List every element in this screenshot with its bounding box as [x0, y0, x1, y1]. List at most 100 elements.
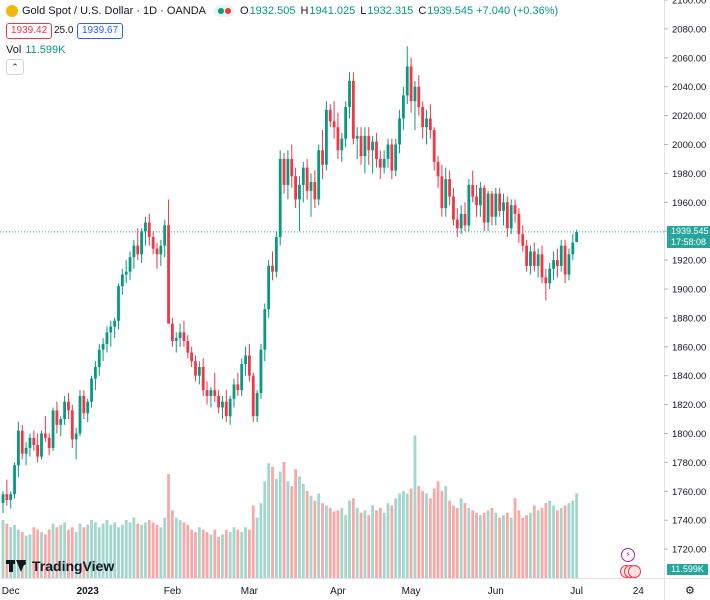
spread-value: 25.0: [54, 25, 74, 36]
candle-body: [394, 144, 398, 171]
candle-body: [232, 384, 236, 399]
candle-body: [144, 222, 147, 232]
candle: [120, 268, 124, 295]
candle: [255, 390, 259, 422]
candle: [144, 216, 147, 246]
candle-body: [509, 205, 513, 229]
candle: [375, 132, 378, 168]
candle-body: [552, 260, 555, 269]
volume-bar: [244, 527, 247, 578]
high-value: 1941.025: [309, 5, 356, 17]
volume-bar: [274, 478, 278, 578]
logo-icon: [6, 5, 18, 17]
volume-bar: [575, 493, 579, 578]
candle-body: [94, 367, 97, 379]
candle-body: [120, 274, 124, 287]
tradingview-brand[interactable]: TradingView: [6, 558, 114, 574]
candle-body: [548, 268, 552, 284]
y-tick-label: 1880.00: [672, 313, 706, 324]
candle: [513, 199, 517, 223]
volume-bar: [540, 507, 544, 578]
flags-icon[interactable]: [620, 565, 641, 578]
candle: [444, 167, 448, 217]
bid-price-button[interactable]: 1939.42: [6, 23, 53, 39]
candle-body: [209, 390, 213, 396]
candle: [363, 127, 367, 174]
volume-bar: [409, 488, 413, 578]
volume-bar: [159, 527, 163, 578]
y-tick-label: 1820.00: [672, 400, 706, 411]
candle-body: [375, 141, 378, 159]
candle-body: [159, 245, 163, 255]
candle: [471, 170, 475, 203]
candle: [325, 101, 328, 171]
gear-icon[interactable]: ⚙: [685, 585, 695, 597]
volume-bar: [124, 520, 128, 578]
volume-bar: [367, 515, 371, 578]
candle: [378, 150, 382, 180]
lightning-icon[interactable]: ⚡: [621, 548, 635, 562]
volume-bar: [51, 523, 55, 578]
volume-bar: [363, 510, 367, 578]
candle-body: [97, 349, 101, 368]
candle: [336, 112, 340, 159]
volume-bar: [317, 493, 321, 578]
ask-price-button[interactable]: 1939.67: [77, 23, 124, 39]
candle: [517, 208, 521, 243]
volume-bar: [128, 522, 132, 578]
candle: [5, 479, 9, 506]
volume-bar: [40, 532, 43, 578]
y-tick-label: 1960.00: [672, 198, 706, 209]
candle: [55, 401, 59, 434]
candle: [159, 239, 163, 266]
candle: [132, 239, 136, 269]
volume-bar: [20, 532, 24, 578]
volume-bar: [147, 520, 151, 578]
candle: [171, 317, 174, 347]
candle: [467, 179, 471, 232]
candle-body: [171, 323, 174, 342]
volume-bar: [259, 503, 263, 578]
volume-bar: [494, 512, 498, 578]
candle-body: [425, 118, 428, 128]
volume-bar: [140, 524, 143, 578]
candle: [340, 132, 344, 162]
candle-body: [63, 401, 66, 420]
candle-body: [178, 332, 182, 339]
volume-bar: [67, 529, 70, 578]
volume-bar: [47, 529, 51, 578]
candle-body: [475, 196, 478, 206]
candle-body: [140, 231, 143, 255]
candle-body: [313, 182, 317, 200]
volume-bar: [294, 469, 297, 578]
candle: [425, 109, 428, 145]
volume-bar: [529, 512, 532, 578]
candle: [413, 80, 417, 131]
candle: [74, 427, 78, 460]
eye-icon[interactable]: [214, 5, 234, 17]
candle-body: [167, 225, 170, 324]
volume-bar: [90, 520, 93, 578]
collapse-icon[interactable]: ⌃: [6, 59, 24, 75]
candle: [305, 158, 309, 200]
candle-body: [213, 390, 217, 396]
candle-body: [351, 80, 355, 139]
candle-body: [13, 465, 16, 495]
volume-bar: [548, 500, 552, 578]
candle: [482, 184, 486, 232]
candle: [317, 144, 321, 206]
candle: [94, 361, 97, 391]
volume-bar: [278, 471, 282, 578]
volume-bar: [382, 512, 386, 578]
candle-body: [32, 437, 36, 446]
volume-bar: [436, 481, 440, 578]
volume-bar: [490, 507, 494, 578]
symbol-title[interactable]: Gold Spot / U.S. Dollar · 1D · OANDA: [22, 5, 206, 17]
candle: [90, 375, 93, 408]
volume-bar: [174, 517, 178, 578]
candle-body: [490, 193, 494, 217]
candle: [282, 153, 286, 194]
candle-body: [70, 410, 74, 440]
